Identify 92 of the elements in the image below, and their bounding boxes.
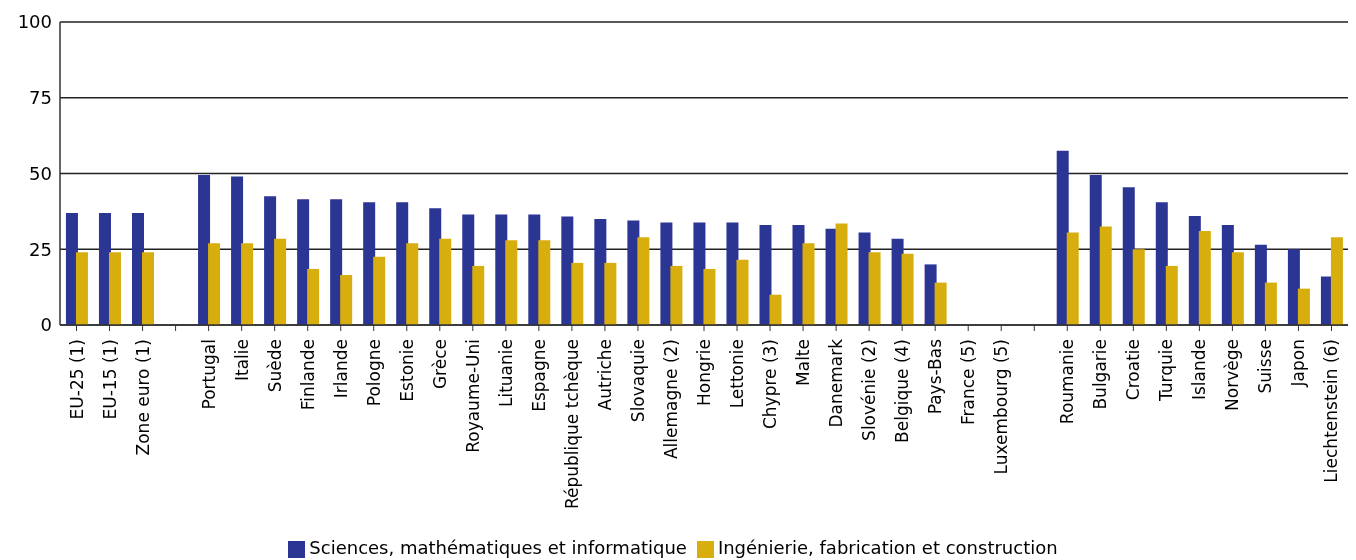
bar xyxy=(1056,150,1069,325)
y-tick-label: 25 xyxy=(29,238,52,260)
x-tick-label: Slovénie (2) xyxy=(859,339,880,441)
bar xyxy=(363,202,376,325)
x-tick-label: Portugal xyxy=(198,339,219,410)
x-tick-label: Lettonie xyxy=(727,339,748,409)
x-tick-label: Espagne xyxy=(528,339,549,412)
x-tick-label: Irlande xyxy=(330,339,351,399)
legend-label: Ingénierie, fabrication et construction xyxy=(717,537,1058,558)
bar xyxy=(1287,249,1300,325)
bar xyxy=(406,243,419,325)
x-tick-label: Turquie xyxy=(1156,339,1177,403)
x-tick-label: EU-15 (1) xyxy=(99,339,120,420)
x-tick-label: Royaume-Uni xyxy=(462,339,483,453)
x-tick-label: Croatie xyxy=(1123,339,1144,401)
bar xyxy=(1254,244,1267,325)
x-tick-label: Roumanie xyxy=(1057,339,1078,425)
bar xyxy=(1198,231,1211,325)
bar xyxy=(934,282,947,325)
bar xyxy=(340,275,353,325)
x-tick-label: Allemagne (2) xyxy=(660,339,681,460)
bar xyxy=(1066,232,1079,325)
bar xyxy=(439,238,452,325)
x-tick-label: EU-25 (1) xyxy=(66,339,87,420)
bar xyxy=(462,214,475,325)
x-tick-label: France (5) xyxy=(958,339,979,426)
bar xyxy=(142,252,154,325)
bar xyxy=(198,175,211,325)
x-tick-label: Hongrie xyxy=(694,339,714,406)
y-tick-label: 75 xyxy=(29,87,52,109)
bar xyxy=(297,199,310,325)
bar xyxy=(835,223,848,325)
y-tick-label: 0 xyxy=(40,314,52,336)
bar xyxy=(75,252,88,325)
legend-label: Sciences, mathématiques et informatique xyxy=(309,537,687,558)
bar xyxy=(330,199,343,325)
bar xyxy=(703,268,716,325)
x-tick-label: Pologne xyxy=(363,339,384,407)
bar xyxy=(1297,288,1310,325)
bar xyxy=(108,252,121,325)
bar xyxy=(1122,187,1135,325)
bar xyxy=(693,222,706,325)
x-tick-label: Autriche xyxy=(594,339,615,411)
y-tick-label: 50 xyxy=(29,162,52,184)
bar xyxy=(1132,249,1145,325)
bar xyxy=(274,238,287,325)
bar xyxy=(1330,237,1343,325)
bar xyxy=(307,268,320,325)
bar xyxy=(604,262,617,325)
x-tick-label: Estonie xyxy=(396,339,417,402)
bar xyxy=(538,240,551,325)
x-tick-label: République tchèque xyxy=(561,339,582,510)
bar xyxy=(1231,252,1244,325)
x-tick-label: Finlande xyxy=(297,339,318,411)
x-tick-label: Suède xyxy=(264,339,285,393)
x-tick-label: Norvège xyxy=(1222,339,1243,411)
bar xyxy=(373,256,386,325)
x-tick-label: Malte xyxy=(793,339,814,386)
x-tick-label: Belgique (4) xyxy=(892,339,913,443)
bar xyxy=(1165,265,1178,325)
bar xyxy=(472,265,485,325)
x-tick-label: Slovaquie xyxy=(627,339,648,423)
bar xyxy=(802,243,815,325)
x-tick-label: Bulgarie xyxy=(1090,339,1111,410)
bar xyxy=(736,259,749,325)
x-tick-label: Chypre (3) xyxy=(760,339,781,430)
bar xyxy=(901,253,914,325)
x-tick-label: Pays-Bas xyxy=(925,338,946,415)
bar xyxy=(670,265,683,325)
x-tick-label: Italie xyxy=(231,339,252,382)
x-tick-label: Japon xyxy=(1288,339,1309,388)
y-tick-label: 100 xyxy=(17,11,52,33)
bar xyxy=(1264,282,1277,325)
bar xyxy=(231,176,244,325)
x-tick-label: Danemark xyxy=(826,338,847,428)
x-tick-label: Zone euro (1) xyxy=(132,339,153,456)
x-tick-label: Suisse xyxy=(1255,339,1276,394)
bar xyxy=(759,225,772,325)
bar xyxy=(1099,226,1112,325)
bar xyxy=(241,243,254,325)
bar xyxy=(868,252,881,325)
bar xyxy=(505,240,518,325)
x-tick-label: Liechtenstein (6) xyxy=(1321,339,1342,483)
x-tick-label: Grèce xyxy=(429,339,450,390)
bar xyxy=(637,237,650,325)
bar xyxy=(1155,202,1168,325)
x-tick-label: Luxembourg (5) xyxy=(991,339,1012,475)
x-tick-label: Islande xyxy=(1189,339,1210,401)
bar xyxy=(571,262,584,325)
x-tick-label: Lituanie xyxy=(495,339,516,408)
bar xyxy=(769,294,782,325)
bar xyxy=(208,243,221,325)
